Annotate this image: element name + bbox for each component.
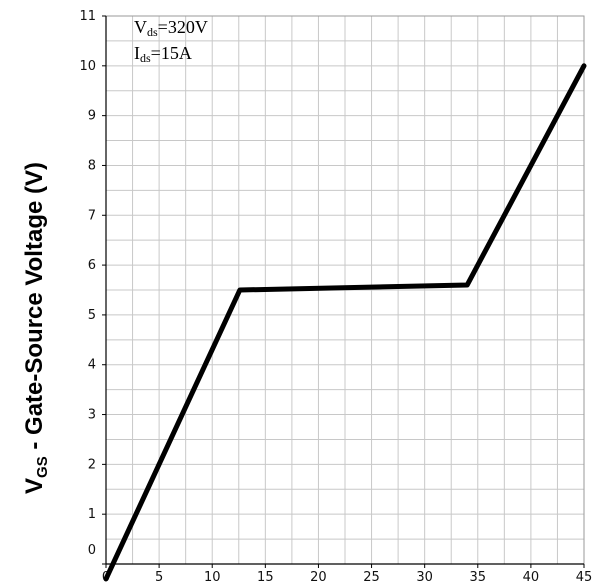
y-tick-label: 6 [88,258,96,273]
x-tick-label: 40 [523,570,540,585]
y-tick-label: 9 [88,109,96,124]
y-tick-label: 11 [79,9,96,24]
series [103,63,587,582]
x-tick-label: 30 [416,570,433,585]
grid [105,15,585,565]
axes [105,15,585,565]
annotation-ids: Ids=15A [134,43,192,65]
y-tick-label: 0 [88,543,96,558]
y-tick-labels: 0 1 2 3 4 5 6 7 8 9 10 11 [79,9,106,565]
x-tick-label: 15 [257,570,274,585]
y-tick-label: 8 [88,158,96,173]
annotation-box: Vds=320V Ids=15A [134,17,208,65]
y-tick-label: 4 [88,358,96,373]
x-tick-label: 35 [470,570,487,585]
annotation-vds: Vds=320V [134,17,208,39]
x-tick-label: 5 [155,570,163,585]
y-tick-label: 10 [79,59,96,74]
y-axis-label: VGS - Gate-Source Voltage (V) [21,162,51,494]
x-tick-label: 45 [576,570,593,585]
y-tick-label: 3 [88,408,96,423]
x-tick-label: 20 [310,570,327,585]
x-tick-label: 25 [363,570,380,585]
y-tick-label: 7 [88,208,96,223]
x-tick-label: 10 [204,570,221,585]
series-line [103,63,587,582]
y-tick-label: 5 [88,308,96,323]
x-tick-labels: 0 5 10 15 20 25 30 35 40 45 [102,564,592,585]
y-tick-label: 2 [88,457,96,472]
y-tick-label: 1 [88,507,96,522]
